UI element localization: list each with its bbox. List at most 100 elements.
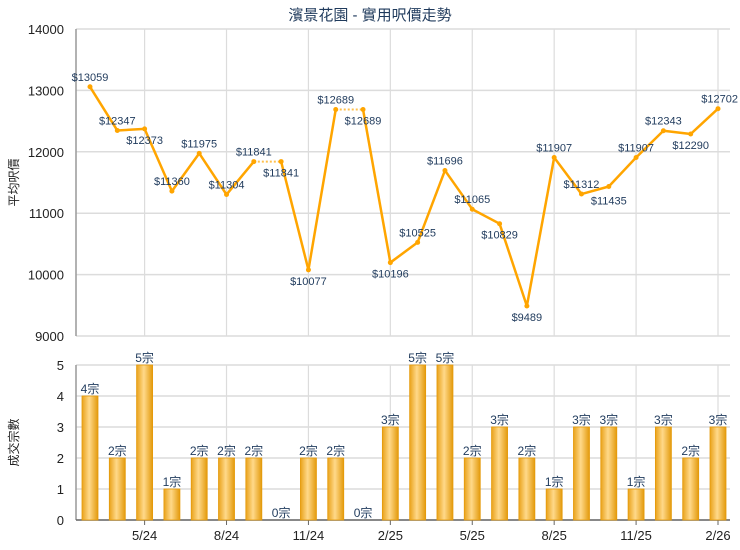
data-label: $11841 xyxy=(263,168,299,180)
data-point xyxy=(251,159,257,165)
data-point xyxy=(114,127,120,133)
bar xyxy=(436,364,454,521)
data-point xyxy=(442,167,448,173)
bar-value-label: 2宗 xyxy=(190,443,209,458)
line-segment xyxy=(553,156,583,195)
data-point xyxy=(469,206,475,212)
x-tick-label: 8/24 xyxy=(214,528,239,543)
data-point xyxy=(660,128,666,134)
bar xyxy=(627,488,645,521)
bar xyxy=(81,395,99,521)
data-point xyxy=(387,260,393,266)
data-label: $12343 xyxy=(645,116,682,128)
bar xyxy=(300,457,317,521)
line-segment xyxy=(581,185,610,196)
line-segment xyxy=(88,86,119,132)
bar-value-label: 0宗 xyxy=(354,505,373,520)
line-segment xyxy=(635,129,665,159)
bar-value-label: 2宗 xyxy=(326,443,345,458)
data-point xyxy=(196,150,202,156)
bar-value-label: 3宗 xyxy=(381,412,400,427)
data-label: $11841 xyxy=(236,147,272,159)
data-point xyxy=(606,183,612,189)
bar xyxy=(136,364,154,521)
line-segment xyxy=(198,152,228,196)
data-point xyxy=(524,303,530,309)
x-tick-label: 2/26 xyxy=(705,528,730,543)
data-label: $11304 xyxy=(209,180,245,192)
x-tick-label: 11/24 xyxy=(293,528,325,543)
line-segment xyxy=(361,109,392,263)
bar-value-label: 4宗 xyxy=(81,381,100,396)
line-segment xyxy=(143,128,174,192)
bar-value-label: 5宗 xyxy=(436,350,455,365)
data-label: $11907 xyxy=(618,143,654,155)
line-segment xyxy=(471,208,501,225)
bar xyxy=(409,364,427,521)
line-segment xyxy=(663,129,691,136)
bar xyxy=(190,457,208,521)
count-tick-label: 5 xyxy=(57,358,64,373)
price-tick-label: 10000 xyxy=(28,268,64,283)
data-point xyxy=(142,126,148,132)
bar-value-label: 3宗 xyxy=(709,412,728,427)
bar xyxy=(381,426,399,521)
bar xyxy=(654,426,672,521)
line-segment xyxy=(117,127,145,132)
bar-value-label: 1宗 xyxy=(545,474,564,489)
data-point xyxy=(360,106,366,112)
bar-value-label: 3宗 xyxy=(599,412,618,427)
bar xyxy=(573,426,590,521)
data-point xyxy=(87,84,93,90)
bar xyxy=(463,457,481,521)
data-point xyxy=(551,155,557,161)
price-tick-label: 11000 xyxy=(29,206,64,221)
bar xyxy=(327,457,345,521)
data-label: $12347 xyxy=(99,115,136,127)
x-tick-label: 5/25 xyxy=(460,528,485,543)
bar-value-label: 3宗 xyxy=(654,412,673,427)
x-tick-label: 2/25 xyxy=(378,528,403,543)
data-label: $12689 xyxy=(345,115,382,127)
chart-title: 濱景花園 - 實用呎價走勢 xyxy=(288,7,452,24)
count-tick-label: 0 xyxy=(57,513,64,528)
line-segment xyxy=(225,160,255,196)
bar xyxy=(163,488,181,521)
bar xyxy=(682,457,700,521)
bar xyxy=(245,457,263,521)
bar xyxy=(600,426,618,521)
data-label: $11065 xyxy=(454,194,490,206)
count-axis-title: 成交宗數 xyxy=(6,418,21,466)
x-tick-label: 5/24 xyxy=(132,528,157,543)
bar-value-label: 5宗 xyxy=(408,350,427,365)
bar-value-label: 2宗 xyxy=(244,443,263,458)
data-point xyxy=(497,221,503,227)
price-axis-title: 平均呎價 xyxy=(7,158,21,206)
data-label: $11975 xyxy=(181,138,217,150)
count-tick-label: 3 xyxy=(57,420,64,435)
data-label: $11696 xyxy=(427,155,463,167)
bar-value-label: 2宗 xyxy=(108,443,127,458)
data-label: $12702 xyxy=(701,94,738,106)
data-label: $9489 xyxy=(512,312,543,324)
data-point xyxy=(169,188,175,194)
line-segment xyxy=(498,223,529,307)
count-tick-label: 1 xyxy=(57,482,64,497)
bar xyxy=(108,457,126,521)
line-segment xyxy=(170,152,201,192)
data-point xyxy=(305,267,311,273)
data-label: $12689 xyxy=(317,94,354,106)
data-label: $10525 xyxy=(399,227,436,239)
price-tick-label: 14000 xyxy=(28,22,64,37)
data-point xyxy=(278,159,284,165)
line-segment xyxy=(389,241,419,264)
line-segment xyxy=(689,107,719,135)
data-point xyxy=(578,191,584,197)
price-tick-label: 13000 xyxy=(28,83,64,98)
data-point xyxy=(333,106,339,112)
bar-value-label: 3宗 xyxy=(572,412,591,427)
data-label: $10077 xyxy=(290,276,327,288)
bar-value-label: 2宗 xyxy=(299,443,318,458)
data-label: $12290 xyxy=(672,140,709,152)
